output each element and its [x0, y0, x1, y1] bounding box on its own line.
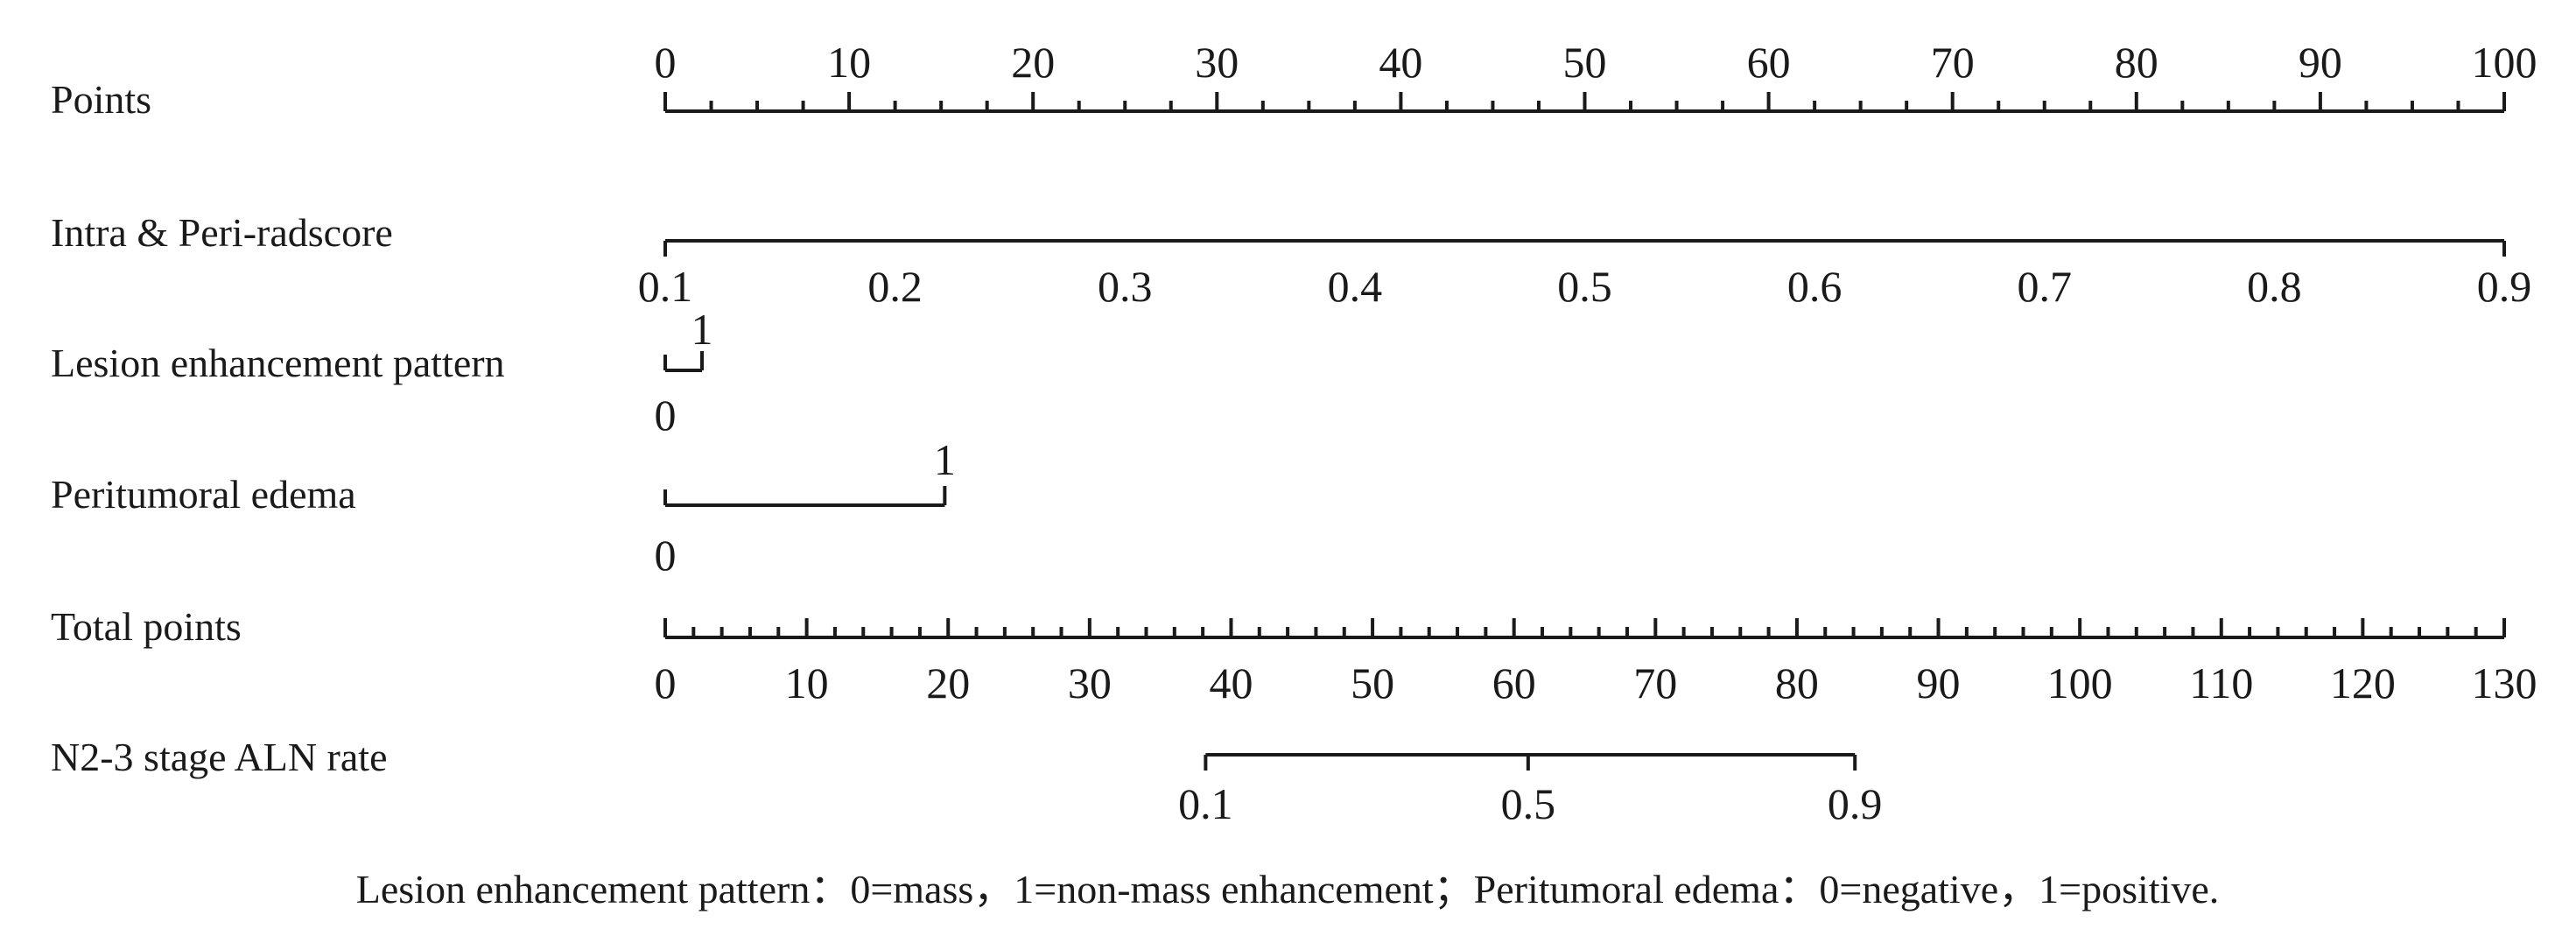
total-points-scale: 0 10 20 30 40 50 60 70 80 90 100 110 120 130: [655, 618, 2537, 707]
total-tick-label: 70: [1633, 658, 1677, 707]
edema-scale: 01: [655, 435, 956, 580]
points-tick-label: 30: [1195, 38, 1239, 87]
edema-row-label: Peritumoral edema: [51, 472, 356, 517]
radscore-tick-label: 0.9: [2477, 262, 2532, 311]
total-tick-label: 90: [1917, 658, 1961, 707]
points-tick-label: 60: [1747, 38, 1791, 87]
radscore-tick-label: 0.6: [1787, 262, 1843, 311]
radscore-scale: 0.1 0.2 0.3 0.4 0.5 0.6 0.7 0.8 0.9: [638, 239, 2532, 311]
radscore-tick-label: 0.5: [1557, 262, 1612, 311]
points-tick-label: 100: [2472, 38, 2537, 87]
total-tick-label: 130: [2472, 658, 2537, 707]
aln-rate-row-label: N2-3 stage ALN rate: [51, 735, 388, 779]
radscore-tick-label: 0.4: [1328, 262, 1383, 311]
enhancement-scale: 01: [655, 305, 713, 440]
aln-rate-scale: 0.1 0.5 0.9: [1178, 753, 1883, 828]
points-scale: 0 10 20 30 40 50 60 70 80 90 100: [655, 38, 2537, 113]
rate-tick-label: 0.5: [1501, 779, 1556, 828]
points-tick-label: 40: [1379, 38, 1422, 87]
enhancement-level-0-label: 0: [655, 391, 677, 440]
total-tick-label: 20: [926, 658, 970, 707]
total-tick-label: 80: [1775, 658, 1819, 707]
enhancement-level-1-label: 1: [691, 305, 713, 354]
enhancement-row-label: Lesion enhancement pattern: [51, 341, 505, 385]
total-points-row-label: Total points: [51, 604, 242, 649]
points-tick-label: 90: [2299, 38, 2342, 87]
rate-tick-label: 0.9: [1828, 779, 1883, 828]
total-tick-label: 10: [785, 658, 829, 707]
radscore-row-label: Intra & Peri-radscore: [51, 210, 393, 255]
radscore-tick-label: 0.7: [2018, 262, 2073, 311]
total-tick-label: 120: [2330, 658, 2396, 707]
rate-tick-label: 0.1: [1178, 779, 1233, 828]
points-row-label: Points: [51, 77, 151, 122]
points-tick-label: 80: [2115, 38, 2158, 87]
edema-level-1-label: 1: [934, 435, 956, 484]
footnote: Lesion enhancement pattern：0=mass，1=non-…: [356, 867, 2219, 911]
radscore-tick-label: 0.1: [638, 262, 693, 311]
points-tick-label: 10: [827, 38, 871, 87]
total-tick-label: 50: [1351, 658, 1394, 707]
radscore-tick-label: 0.8: [2247, 262, 2302, 311]
total-tick-label: 0: [655, 658, 677, 707]
points-tick-label: 20: [1011, 38, 1055, 87]
points-tick-label: 50: [1563, 38, 1607, 87]
total-tick-label: 100: [2047, 658, 2113, 707]
points-tick-label: 0: [655, 38, 677, 87]
points-tick-label: 70: [1931, 38, 1975, 87]
total-tick-label: 110: [2189, 658, 2253, 707]
total-tick-label: 30: [1068, 658, 1112, 707]
radscore-tick-label: 0.2: [867, 262, 923, 311]
radscore-tick-label: 0.3: [1098, 262, 1153, 311]
total-tick-label: 60: [1492, 658, 1536, 707]
total-tick-label: 40: [1209, 658, 1253, 707]
edema-level-0-label: 0: [655, 531, 677, 580]
